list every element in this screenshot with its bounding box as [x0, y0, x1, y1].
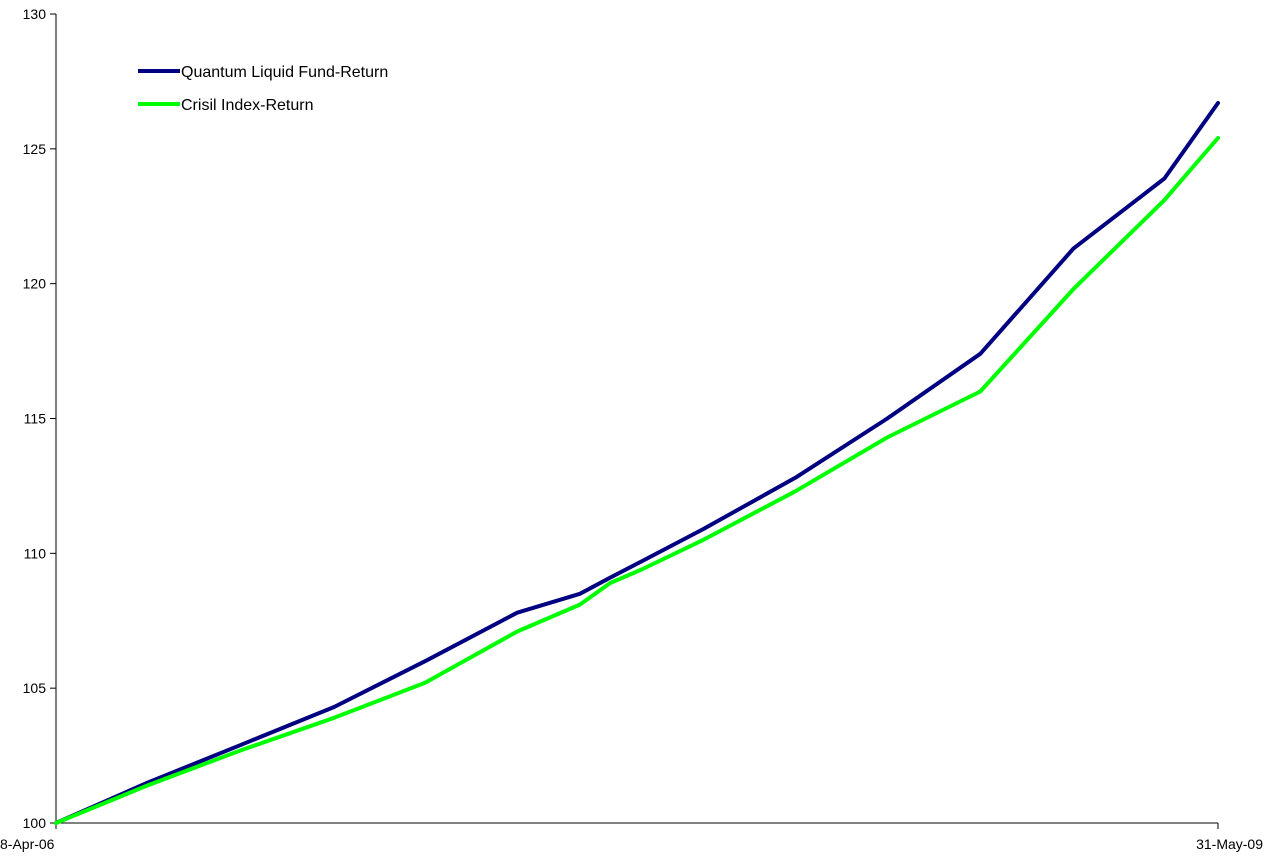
y-tick-label: 120: [23, 276, 47, 292]
legend-label: Crisil Index-Return: [181, 97, 313, 114]
series-line-2: [54, 136, 1220, 825]
x-tick-label: 31-May-09: [1196, 836, 1263, 852]
y-axis: 100 105 110 115 120 125 130: [23, 6, 57, 831]
plot-series: [54, 101, 1220, 825]
y-tick-label: 115: [24, 411, 47, 427]
x-axis: 8-Apr-06 31-May-09: [0, 822, 1263, 852]
legend-label: Quantum Liquid Fund-Return: [181, 64, 388, 81]
y-tick-label: 105: [23, 680, 47, 696]
x-tick-label: 8-Apr-06: [0, 836, 55, 852]
y-tick-label: 100: [23, 815, 47, 831]
y-tick-label: 125: [23, 141, 47, 157]
legend: Quantum Liquid Fund-Return Crisil Index-R…: [138, 64, 388, 114]
series-line-1: [54, 101, 1220, 825]
y-tick-label: 110: [24, 545, 47, 561]
y-tick-label: 130: [23, 6, 47, 22]
